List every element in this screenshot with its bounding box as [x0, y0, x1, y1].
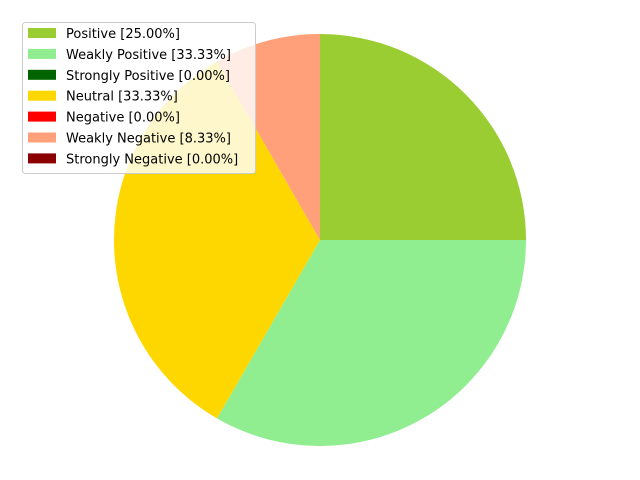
- legend-label-1: Weakly Positive [33.33%]: [66, 48, 231, 63]
- pie-slice-0: [320, 34, 526, 241]
- legend: Positive [25.00%] Weakly Positive [33.33%…: [22, 22, 256, 174]
- pie-slices: [113, 34, 526, 447]
- legend-label-2: Strongly Positive [0.00%]: [66, 69, 230, 84]
- legend-swatch-6: [28, 153, 56, 164]
- legend-label-0: Positive [25.00%]: [66, 27, 180, 42]
- legend-label-3: Neutral [33.33%]: [66, 90, 178, 105]
- legend-swatch-5: [28, 132, 56, 143]
- legend-label-6: Strongly Negative [0.00%]: [66, 152, 238, 167]
- legend-swatch-4: [28, 111, 56, 122]
- legend-frame: [22, 22, 256, 174]
- legend-swatch-3: [28, 90, 56, 101]
- legend-swatch-2: [28, 69, 56, 80]
- legend-label-4: Negative [0.00%]: [66, 111, 180, 126]
- legend-label-5: Weakly Negative [8.33%]: [66, 132, 231, 147]
- pie-slice-1: [216, 240, 526, 447]
- legend-swatch-0: [28, 28, 56, 38]
- legend-items: Positive [25.00%] Weakly Positive [33.33%…: [28, 27, 238, 167]
- legend-swatch-1: [28, 48, 56, 59]
